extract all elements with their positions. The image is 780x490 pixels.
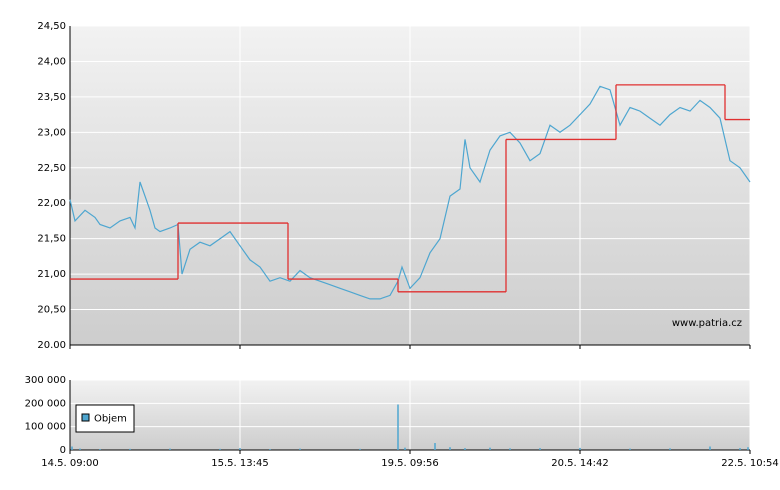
y-tick-label: 21,50 bbox=[37, 234, 66, 245]
y-tick-label: 22,00 bbox=[37, 198, 66, 209]
x-tick-label: 14.5. 09:00 bbox=[41, 458, 98, 469]
y-tick-label: 0 bbox=[60, 445, 66, 456]
x-tick-label: 22.5. 10:54 bbox=[721, 458, 778, 469]
y-tick-label: 300 000 bbox=[25, 375, 66, 386]
y-tick-label: 24,00 bbox=[37, 56, 66, 67]
x-tick-label: 20.5. 14:42 bbox=[551, 458, 608, 469]
y-tick-label: 23,00 bbox=[37, 127, 66, 138]
y-tick-label: 20,50 bbox=[37, 305, 66, 316]
price-line bbox=[69, 85, 751, 300]
y-tick-label: 24,50 bbox=[37, 21, 66, 32]
y-tick-label: 23,50 bbox=[37, 92, 66, 103]
y-tick-label: 100 000 bbox=[25, 422, 66, 433]
watermark: www.patria.cz bbox=[672, 318, 742, 329]
legend-swatch bbox=[81, 413, 90, 422]
y-tick-label: 22,50 bbox=[37, 163, 66, 174]
legend-label: Objem bbox=[94, 414, 127, 425]
y-tick-label: 21,00 bbox=[37, 269, 66, 280]
x-tick-label: 15.5. 13:45 bbox=[211, 458, 268, 469]
x-tick-label: 19.5. 09:56 bbox=[381, 458, 438, 469]
y-tick-label: 200 000 bbox=[25, 398, 66, 409]
y-tick-label: 20.00 bbox=[37, 340, 66, 351]
